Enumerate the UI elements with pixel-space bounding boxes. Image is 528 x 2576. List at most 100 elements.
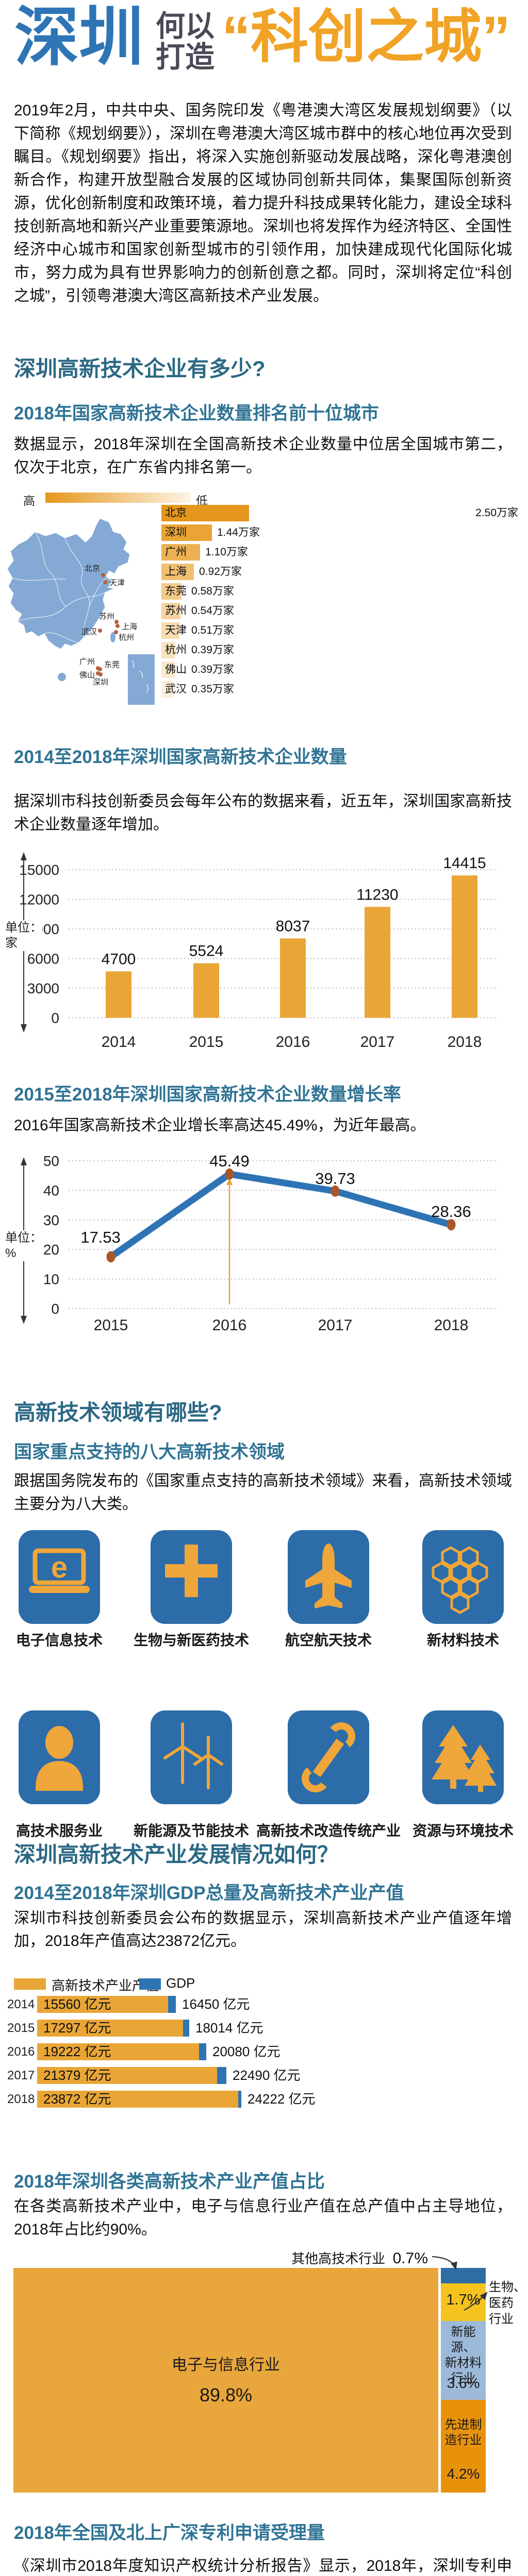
gdp-total-value: 18014 亿元 [195,2020,263,2036]
rank-value-label: 1.10万家 [205,546,248,558]
gdp-hitech-bar [37,2091,238,2108]
map-city-dot [98,672,103,676]
map-city-label: 深圳 [93,678,108,687]
legend-gdp-swatch [139,1978,161,1990]
svg-text:3000: 3000 [27,980,59,996]
section-fields-heading: 高新技术领域有哪些? [14,1400,222,1425]
bar-2015 [193,963,219,1018]
svg-text:2017: 2017 [360,1033,395,1050]
rank-city-label: 北京 [165,507,187,519]
rank-bar [161,681,174,698]
chart-growth-title: 2015至2018年深圳国家高新技术企业数量增长率 [14,1084,401,1105]
rank-value-label: 0.92万家 [199,566,242,578]
bar-2017 [365,907,390,1018]
icon-label: 新能源及节能技术 [133,1823,249,1839]
rank-row: 上海 0.92万家 [161,564,522,580]
rank-value-label: 0.39万家 [191,664,234,675]
map-city-dot [116,624,120,628]
treemap-newenergy-label: 新能源、 新材料 行业 [444,2325,482,2385]
unit-label-prefix: 单位： [5,1231,42,1245]
rank-value-label: 0.35万家 [191,683,234,695]
svg-text:2018: 2018 [448,1033,482,1050]
rank-bar [161,544,200,561]
gdp-row: 2015 17297 亿元 18014 亿元 [7,2020,523,2037]
gdp-total-value: 22490 亿元 [233,2067,301,2083]
fields-body: 跟据国务院发布的《国家重点支持的高新技术领域》来看，高新技术领域主要分为八大类。 [14,1472,512,1513]
icon-label: 生物与新医药技术 [133,1632,249,1648]
treemap-block-3.6% [441,2320,486,2400]
rank-bar [161,583,182,600]
rank-row: 北京 2.50万家 [161,505,522,521]
treemap-bio-label: 生物、 医药 行业 [489,2280,526,2326]
patent-body: 《深圳市2018年度知识产权统计分析报告》显示，2018年，深圳专利申请量在全国… [14,2557,512,2574]
svg-text:0: 0 [51,1010,59,1026]
rank-bar [161,524,212,541]
gdp-total-value: 24222 亿元 [248,2091,316,2107]
chart-gdp-title: 2014至2018年深圳GDP总量及高新技术产业产值 [14,1883,404,1903]
svg-text:50: 50 [43,1154,59,1169]
unit-label-suffix: % [5,1246,16,1260]
gdp-row: 2017 21379 亿元 22490 亿元 [7,2067,523,2084]
page-title-shenzhen: 深圳 [14,2,143,73]
companies-unit-label: 单位： 家 [5,920,42,951]
chart-top10-title: 2018年国家高新技术企业数量排名前十位城市 [14,403,379,423]
page-title-slogan: “科创之城” [222,5,510,69]
taiwan-island [110,632,116,642]
map-city-dot [103,580,107,584]
gdp-hitech-value: 17297 亿元 [43,2020,111,2036]
svg-text:2016: 2016 [212,1317,247,1334]
gdp-year-label: 2015 [7,2021,35,2035]
gdp-body: 深圳市科技创新委员会公布的数据显示，深圳高新技术产业产值逐年增加，2018年产值… [14,1910,512,1950]
gdp-cap-bar [238,2091,241,2108]
rank-row: 武汉 0.35万家 [161,681,522,698]
environment-trees-icon [422,1710,504,1804]
treemap-arrows [432,2256,488,2311]
rank-bar [161,505,249,521]
chart-share-title: 2018年深圳各类高新技术产业产值占比 [14,2172,325,2192]
share-body: 在各类高新技术产业中，电子与信息行业产值在总产值中占主导地位，2018年占比约9… [14,2198,512,2238]
section-companies-heading: 深圳高新技术企业有多少? [14,357,266,381]
icon-label: 电子信息技术 [15,1632,103,1648]
icon-label: 高新技术改造传统产业 [256,1823,401,1839]
rank-city-label: 苏州 [165,605,187,617]
gdp-hitech-value: 19222 亿元 [43,2044,111,2059]
aerospace-plane-icon [288,1530,369,1624]
treemap-other-name: 其他高技术行业 [291,2251,386,2266]
top10-rank-list: 北京 2.50万家 深圳 1.44万家 广州 1.10万家 上海 0.92万家 东莞 0.58万家… [161,505,522,701]
fields-subheading: 国家重点支持的八大高新技术领域 [14,1442,285,1462]
gdp-year-label: 2018 [7,2092,35,2106]
rank-value-label: 0.54万家 [191,605,234,617]
gdp-row: 2018 23872 亿元 24222 亿元 [7,2091,523,2108]
inset-islands [131,660,148,693]
rank-row: 广州 1.10万家 [161,544,522,561]
south-china-sea-inset [128,654,155,705]
svg-text:2017: 2017 [318,1317,353,1334]
svg-text:4700: 4700 [102,951,136,968]
treemap-block-4.2% [441,2400,486,2493]
rank-value-label: 0.39万家 [191,644,234,656]
gdp-hbar-chart: 2014 15560 亿元 16450 亿元 2015 17297 亿元 18014 亿元… [7,1996,523,2114]
treemap-block-1.7% [441,2283,486,2321]
gdp-row: 2016 19222 亿元 20080 亿元 [7,2043,523,2060]
bar-2018 [452,875,477,1018]
rank-city-label: 东莞 [165,585,187,597]
companies-body: 据深圳市科技创新委员会每年公布的数据来看，近五年，深圳国家高新技术企业数量逐年增… [14,793,512,833]
rank-city-label: 杭州 [165,644,187,656]
map-city-dot [101,573,105,577]
svg-text:17.53: 17.53 [80,1228,121,1246]
treemap-electronics-label: 电子与信息行业 [172,2357,280,2374]
svg-text:30: 30 [43,1212,59,1228]
medical-cross-icon [151,1530,232,1624]
rank-bar [161,622,179,639]
svg-text:2015: 2015 [94,1317,128,1334]
map-legend-high-label: 高 [23,494,35,507]
svg-text:15000: 15000 [19,862,59,878]
svg-text:14415: 14415 [443,855,486,872]
gdp-total-value: 20080 亿元 [212,2044,280,2059]
treemap-other-pct: 0.7% [392,2250,428,2267]
map-city-label: 上海 [122,622,137,631]
top10-body: 数据显示，2018年深圳在全国高新技术企业数量中位居全国城市第二，仅次于北京，在… [14,436,512,476]
rank-value-label: 0.58万家 [191,585,234,597]
svg-text:2018: 2018 [434,1317,469,1334]
